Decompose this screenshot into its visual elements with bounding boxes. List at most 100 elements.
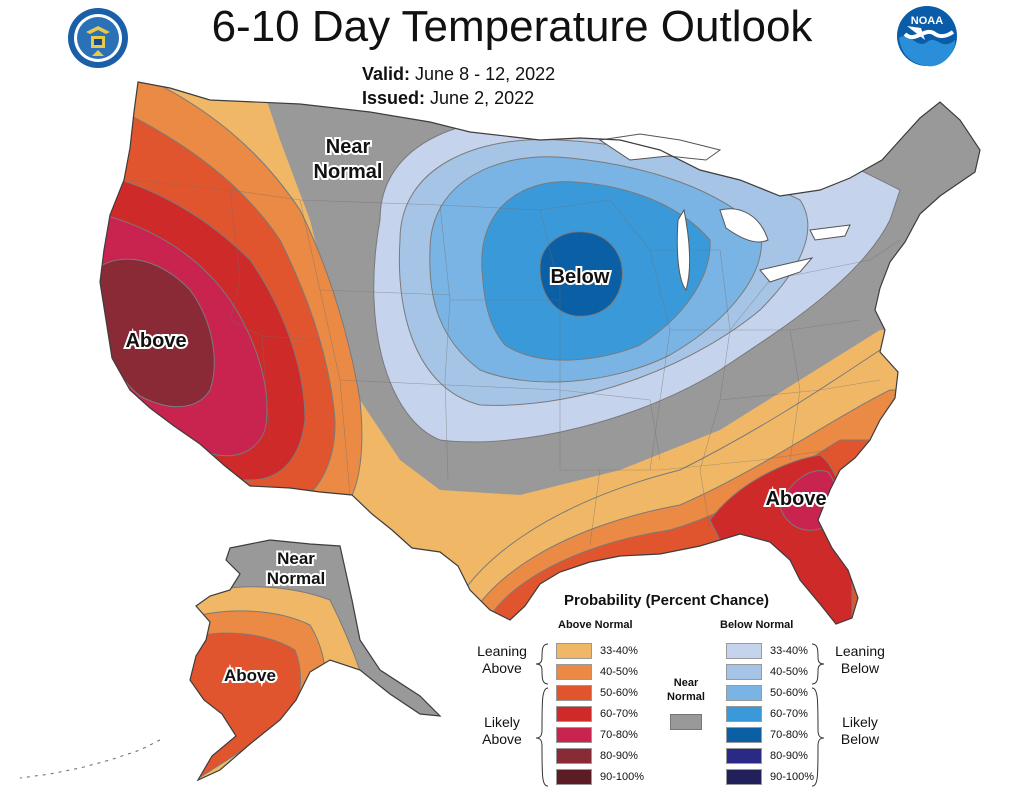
- below-swatch: [726, 684, 762, 701]
- below-row: 40-50%: [726, 661, 808, 682]
- below-70-80-region: [539, 231, 623, 317]
- above-swatch: [556, 642, 592, 659]
- above-swatch: [556, 768, 592, 785]
- above-row: 90-100%: [556, 766, 644, 787]
- leaning-above-label: Leaning Above: [470, 643, 534, 677]
- department-of-commerce-seal-icon: [68, 8, 128, 68]
- above-percent: 90-100%: [600, 770, 645, 783]
- above-percent: 40-50%: [600, 665, 638, 678]
- below-row: 80-90%: [726, 745, 808, 766]
- near-normal-swatch: [670, 714, 702, 730]
- below-row: 33-40%: [726, 640, 808, 661]
- above-swatch: [556, 663, 592, 680]
- near-normal-lower48-label-line2: Normal: [314, 161, 383, 183]
- below-swatch: [726, 663, 762, 680]
- leaning-below-brace: [811, 643, 825, 685]
- noaa-logo-icon: NOAA: [897, 6, 957, 67]
- likely-below-line2: Below: [840, 731, 880, 747]
- leaning-below-line2: Below: [840, 660, 880, 676]
- lake-michigan: [676, 208, 691, 292]
- likely-below-brace: [811, 687, 825, 787]
- noaa-logo-text: NOAA: [911, 15, 943, 27]
- below-row: 60-70%: [726, 703, 808, 724]
- lake-erie: [759, 257, 814, 283]
- likely-above-line1: Likely: [484, 714, 520, 730]
- above-percent: 50-60%: [600, 686, 638, 699]
- issued-label: Issued:: [362, 88, 426, 108]
- likely-above-label: Likely Above: [470, 714, 534, 748]
- leaning-above-line2: Above: [482, 660, 522, 676]
- above-row: 50-60%: [556, 682, 638, 703]
- below-swatch: [726, 747, 762, 764]
- below-row: 50-60%: [726, 682, 808, 703]
- below-normal-header: Below Normal: [720, 619, 794, 631]
- great-lakes: [598, 133, 851, 292]
- valid-label: Valid:: [362, 64, 411, 84]
- near-normal-header-line1: Near: [673, 677, 699, 689]
- map-title: 6-10 Day Temperature Outlook: [211, 2, 813, 51]
- below-swatch: [726, 768, 762, 785]
- lake-ontario: [809, 224, 851, 241]
- above-row: 60-70%: [556, 703, 638, 724]
- above-west-label: Above: [125, 330, 186, 352]
- leaning-above-line1: Leaning: [477, 643, 527, 659]
- near-normal-alaska-label-line1: Near: [277, 549, 315, 568]
- issued-value: June 2, 2022: [430, 88, 535, 108]
- below-braces: [811, 643, 825, 787]
- above-swatch: [556, 705, 592, 722]
- above-swatch: [556, 684, 592, 701]
- above-row: 80-90%: [556, 745, 638, 766]
- above-percent: 33-40%: [600, 644, 638, 657]
- likely-below-label: Likely Below: [828, 714, 892, 748]
- below-swatch: [726, 642, 762, 659]
- below-percent: 50-60%: [770, 686, 808, 699]
- below-row: 70-80%: [726, 724, 808, 745]
- near-normal-lower48-label-line1: Near: [326, 136, 371, 158]
- probability-legend: Probability (Percent Chance) Above Norma…: [470, 592, 890, 787]
- above-swatch: [556, 747, 592, 764]
- near-normal-alaska-label-line2: Normal: [267, 569, 326, 588]
- above-braces: [535, 643, 549, 787]
- above-percent: 80-90%: [600, 749, 638, 762]
- below-swatch: [726, 705, 762, 722]
- above-percent: 60-70%: [600, 707, 638, 720]
- above-row: 33-40%: [556, 640, 638, 661]
- conus-outline: [99, 81, 981, 625]
- leaning-below-label: Leaning Below: [828, 643, 892, 677]
- leaning-below-line1: Leaning: [835, 643, 885, 659]
- near-normal-header-line2: Normal: [667, 691, 705, 703]
- legend-title: Probability (Percent Chance): [564, 592, 770, 609]
- conus-outlook-shading: [100, 82, 980, 624]
- alaska-outline: [189, 539, 442, 782]
- below-row: 90-100%: [726, 766, 814, 787]
- below-percent: 40-50%: [770, 665, 808, 678]
- above-row: 40-50%: [556, 661, 638, 682]
- valid-dates: Valid: June 8 - 12, 2022: [362, 64, 555, 85]
- above-row: 70-80%: [556, 724, 638, 745]
- below-percent: 80-90%: [770, 749, 808, 762]
- state-boundaries: [129, 179, 901, 546]
- lake-superior: [598, 133, 722, 161]
- above-alaska-label: Above: [224, 666, 276, 685]
- below-percent: 60-70%: [770, 707, 808, 720]
- above-percent: 70-80%: [600, 728, 638, 741]
- below-percent: 90-100%: [770, 770, 815, 783]
- valid-value: June 8 - 12, 2022: [415, 64, 556, 84]
- lake-huron: [719, 208, 769, 243]
- below-percent: 70-80%: [770, 728, 808, 741]
- leaning-above-brace: [535, 643, 549, 685]
- likely-below-line1: Likely: [842, 714, 878, 730]
- above-swatch: [556, 726, 592, 743]
- above-normal-header: Above Normal: [558, 619, 633, 631]
- likely-above-brace: [535, 687, 549, 787]
- alaska-above-50-60-region: [190, 632, 301, 780]
- issued-date: Issued: June 2, 2022: [362, 88, 534, 109]
- aleutian-islands: [19, 739, 161, 779]
- below-percent: 33-40%: [770, 644, 808, 657]
- below-label: Below: [551, 266, 610, 288]
- likely-above-line2: Above: [482, 731, 522, 747]
- near-normal-header: Near Normal: [658, 676, 714, 704]
- below-swatch: [726, 726, 762, 743]
- above-southeast-label: Above: [765, 488, 826, 510]
